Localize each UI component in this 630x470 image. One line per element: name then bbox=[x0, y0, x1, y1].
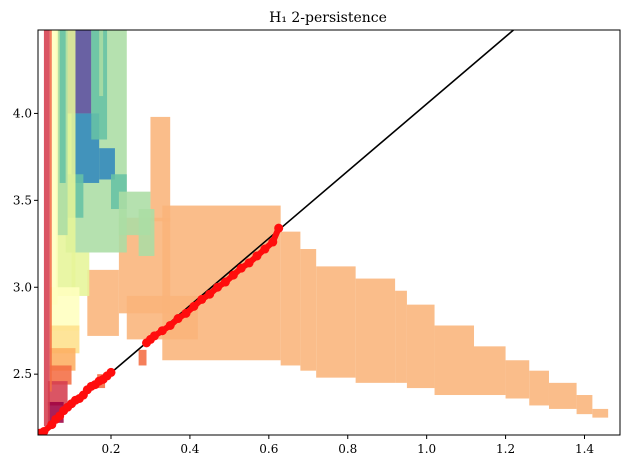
data-point bbox=[197, 294, 207, 304]
persistence-region bbox=[99, 148, 115, 180]
data-point bbox=[173, 314, 183, 324]
data-point bbox=[228, 270, 238, 280]
persistence-region bbox=[355, 278, 396, 383]
data-point bbox=[181, 308, 191, 318]
persistence-region bbox=[505, 360, 530, 399]
persistence-region bbox=[138, 349, 147, 366]
persistence-region bbox=[99, 30, 104, 97]
chart-title: H₁ 2-persistence bbox=[269, 10, 387, 26]
data-point bbox=[274, 223, 284, 233]
x-tick-label: 1.0 bbox=[417, 442, 436, 456]
persistence-region bbox=[49, 30, 52, 392]
data-point bbox=[252, 251, 262, 261]
persistence-region bbox=[49, 287, 80, 331]
data-point bbox=[244, 258, 254, 268]
y-axis: 2.5 3.0 3.5 4.0 bbox=[13, 106, 38, 381]
persistence-region bbox=[49, 365, 72, 385]
persistence-region bbox=[51, 30, 58, 305]
x-tick-label: 0.2 bbox=[101, 442, 120, 456]
y-tick-label: 4.0 bbox=[13, 106, 32, 120]
data-point bbox=[213, 282, 223, 292]
persistence-region bbox=[395, 290, 407, 383]
persistence-region bbox=[316, 266, 356, 378]
persistence-region bbox=[529, 370, 549, 406]
x-tick-label: 0.8 bbox=[338, 442, 357, 456]
data-point bbox=[260, 244, 270, 254]
points-layer bbox=[38, 223, 284, 435]
x-tick-label: 1.2 bbox=[496, 442, 515, 456]
persistence-region bbox=[280, 231, 301, 366]
persistence-region bbox=[548, 382, 577, 409]
persistence-regions bbox=[43, 30, 609, 427]
persistence-region bbox=[434, 325, 475, 396]
persistence-region bbox=[71, 252, 90, 296]
persistence-region bbox=[300, 249, 317, 371]
persistence-region bbox=[49, 348, 76, 371]
y-tick-label: 2.5 bbox=[13, 367, 32, 381]
data-point bbox=[157, 326, 167, 336]
x-tick-label: 0.6 bbox=[259, 442, 278, 456]
x-axis: 0.2 0.4 0.6 0.8 1.0 1.2 1.4 bbox=[101, 435, 594, 456]
persistence-region bbox=[592, 408, 609, 418]
data-point bbox=[236, 263, 246, 273]
data-point bbox=[39, 427, 49, 435]
x-tick-label: 0.4 bbox=[180, 442, 199, 456]
y-tick-label: 3.0 bbox=[13, 280, 32, 294]
data-point bbox=[205, 289, 215, 299]
persistence-region bbox=[47, 381, 68, 406]
plot-area bbox=[38, 30, 609, 435]
plot-frame bbox=[37, 29, 621, 436]
persistence-region bbox=[59, 30, 66, 183]
persistence-region bbox=[43, 30, 50, 427]
y-tick-label: 3.5 bbox=[13, 193, 32, 207]
data-point bbox=[268, 237, 278, 247]
x-tick-label: 1.4 bbox=[575, 442, 594, 456]
persistence-region bbox=[87, 269, 119, 336]
persistence-region bbox=[576, 395, 593, 415]
persistence-region bbox=[406, 304, 435, 389]
persistence-region bbox=[474, 346, 506, 396]
data-point bbox=[149, 331, 159, 341]
data-point bbox=[165, 320, 175, 330]
data-point bbox=[106, 367, 116, 377]
data-point bbox=[189, 301, 199, 311]
persistence-region bbox=[150, 116, 171, 222]
persistence-region bbox=[138, 209, 155, 256]
data-point bbox=[220, 277, 230, 287]
